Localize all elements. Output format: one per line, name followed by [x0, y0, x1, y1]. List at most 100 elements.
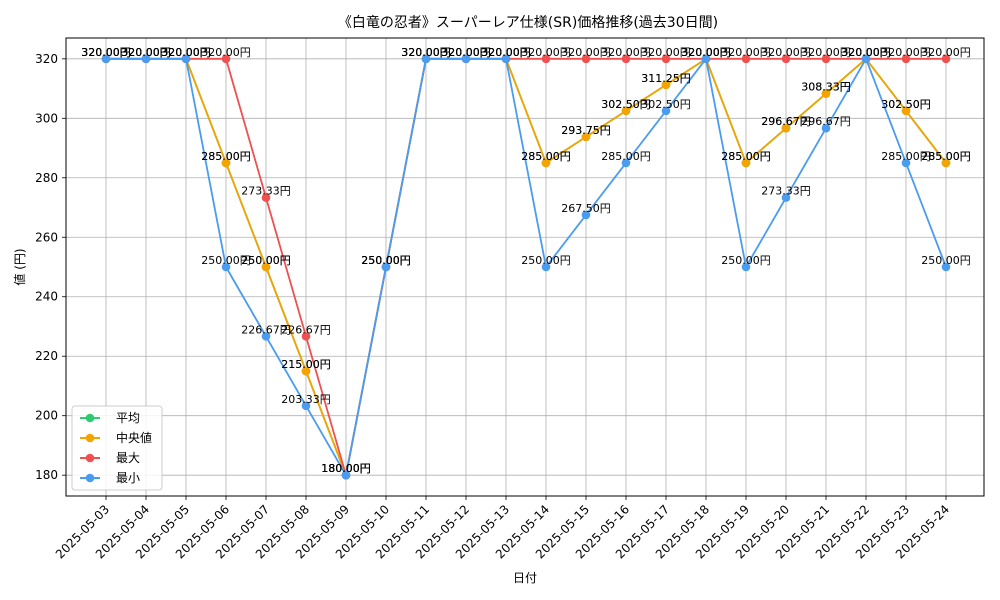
- data-label: 180.00円: [321, 462, 371, 475]
- series-4: [101, 54, 951, 480]
- legend-marker: [85, 413, 95, 423]
- data-label: 285.00円: [921, 150, 971, 163]
- data-point: [141, 54, 151, 64]
- data-point: [901, 158, 911, 168]
- data-label: 296.67円: [801, 115, 851, 128]
- data-point: [541, 262, 551, 272]
- legend-label: 中央値: [116, 430, 152, 445]
- data-label: 250.00円: [361, 254, 411, 267]
- data-label: 320.00円: [681, 46, 731, 59]
- plot-frame: [65, 37, 985, 497]
- data-label: 285.00円: [521, 150, 571, 163]
- data-point: [261, 332, 271, 341]
- data-label: 320.00円: [81, 46, 131, 59]
- data-label: 320.00円: [841, 46, 891, 59]
- data-point: [181, 54, 191, 64]
- data-point: [581, 210, 591, 220]
- y-tick-label: 320: [35, 52, 58, 66]
- data-label: 320.00円: [161, 46, 211, 59]
- legend-item: 平均: [80, 411, 140, 425]
- data-label: 285.00円: [201, 150, 251, 163]
- data-point: [301, 332, 311, 341]
- data-point: [501, 54, 511, 64]
- data-point: [861, 54, 871, 64]
- data-point: [781, 54, 791, 64]
- legend-item: 中央値: [80, 430, 152, 445]
- data-label: 293.75円: [561, 124, 611, 137]
- data-label: 296.67円: [761, 115, 811, 128]
- data-point: [821, 89, 831, 98]
- data-label: 320.00円: [441, 46, 491, 59]
- data-point: [661, 106, 671, 116]
- data-label: 320.00円: [721, 46, 771, 59]
- data-label: 320.00円: [121, 46, 171, 59]
- data-label: 311.25円: [641, 72, 691, 85]
- data-point: [341, 470, 351, 480]
- data-point: [261, 262, 271, 272]
- data-point: [661, 54, 671, 64]
- data-point: [461, 54, 471, 64]
- data-label: 320.00円: [921, 46, 971, 59]
- data-label: 320.00円: [401, 46, 451, 59]
- data-point: [301, 366, 311, 376]
- data-point: [221, 54, 231, 64]
- data-label: 320.00円: [481, 46, 531, 59]
- data-point: [221, 158, 231, 168]
- data-label: 320.00円: [121, 46, 171, 59]
- data-label: 267.50円: [561, 202, 611, 215]
- data-label: 320.00円: [641, 46, 691, 59]
- data-label: 320.00円: [121, 46, 171, 59]
- data-label: 285.00円: [881, 150, 931, 163]
- data-point: [741, 262, 751, 272]
- legend-item: 最小: [80, 471, 140, 485]
- data-label: 320.00円: [81, 46, 131, 59]
- data-label: 273.33円: [241, 185, 291, 198]
- legend-item: 最大: [80, 451, 140, 465]
- data-label: 320.00円: [881, 46, 931, 59]
- data-label: 320.00円: [841, 46, 891, 59]
- data-label: 180.00円: [321, 462, 371, 475]
- data-label: 302.50円: [641, 98, 691, 111]
- data-label: 320.00円: [161, 46, 211, 59]
- data-point: [741, 158, 751, 168]
- x-axis-title: 日付: [513, 571, 537, 585]
- data-label: 250.00円: [361, 254, 411, 267]
- data-label: 285.00円: [721, 150, 771, 163]
- data-label: 285.00円: [921, 150, 971, 163]
- data-label: 215.00円: [281, 358, 331, 371]
- data-label: 320.00円: [401, 46, 451, 59]
- data-label: 180.00円: [321, 462, 371, 475]
- data-label: 311.25円: [641, 72, 691, 85]
- data-point: [581, 132, 591, 142]
- data-label: 320.00円: [681, 46, 731, 59]
- legend-marker: [85, 433, 95, 443]
- data-label: 250.00円: [921, 254, 971, 267]
- data-label: 320.00円: [681, 46, 731, 59]
- data-label: 320.00円: [481, 46, 531, 59]
- data-label: 320.00円: [161, 46, 211, 59]
- data-label: 226.67円: [241, 323, 291, 336]
- data-label: 250.00円: [521, 254, 571, 267]
- data-label: 320.00円: [441, 46, 491, 59]
- data-point: [941, 54, 951, 64]
- data-label: 293.75円: [561, 124, 611, 137]
- y-axis-title: 値 (円): [12, 248, 27, 285]
- data-label: 203.33円: [281, 393, 331, 406]
- data-point: [261, 193, 271, 202]
- data-label: 320.00円: [401, 46, 451, 59]
- legend-label: 最大: [116, 451, 140, 465]
- data-point: [581, 54, 591, 64]
- y-tick-label: 220: [35, 349, 58, 363]
- data-label: 273.33円: [761, 185, 811, 198]
- legend-label: 最小: [116, 471, 140, 485]
- data-point: [701, 54, 711, 64]
- data-point: [901, 54, 911, 64]
- data-point: [901, 106, 911, 116]
- series-line: [106, 57, 947, 479]
- data-point: [781, 193, 791, 202]
- data-label: 215.00円: [281, 358, 331, 371]
- data-labels: 320.00円320.00円320.00円285.00円250.00円215.0…: [81, 46, 971, 475]
- data-label: 320.00円: [161, 46, 211, 59]
- data-point: [301, 401, 311, 411]
- y-tick-label: 180: [35, 468, 58, 482]
